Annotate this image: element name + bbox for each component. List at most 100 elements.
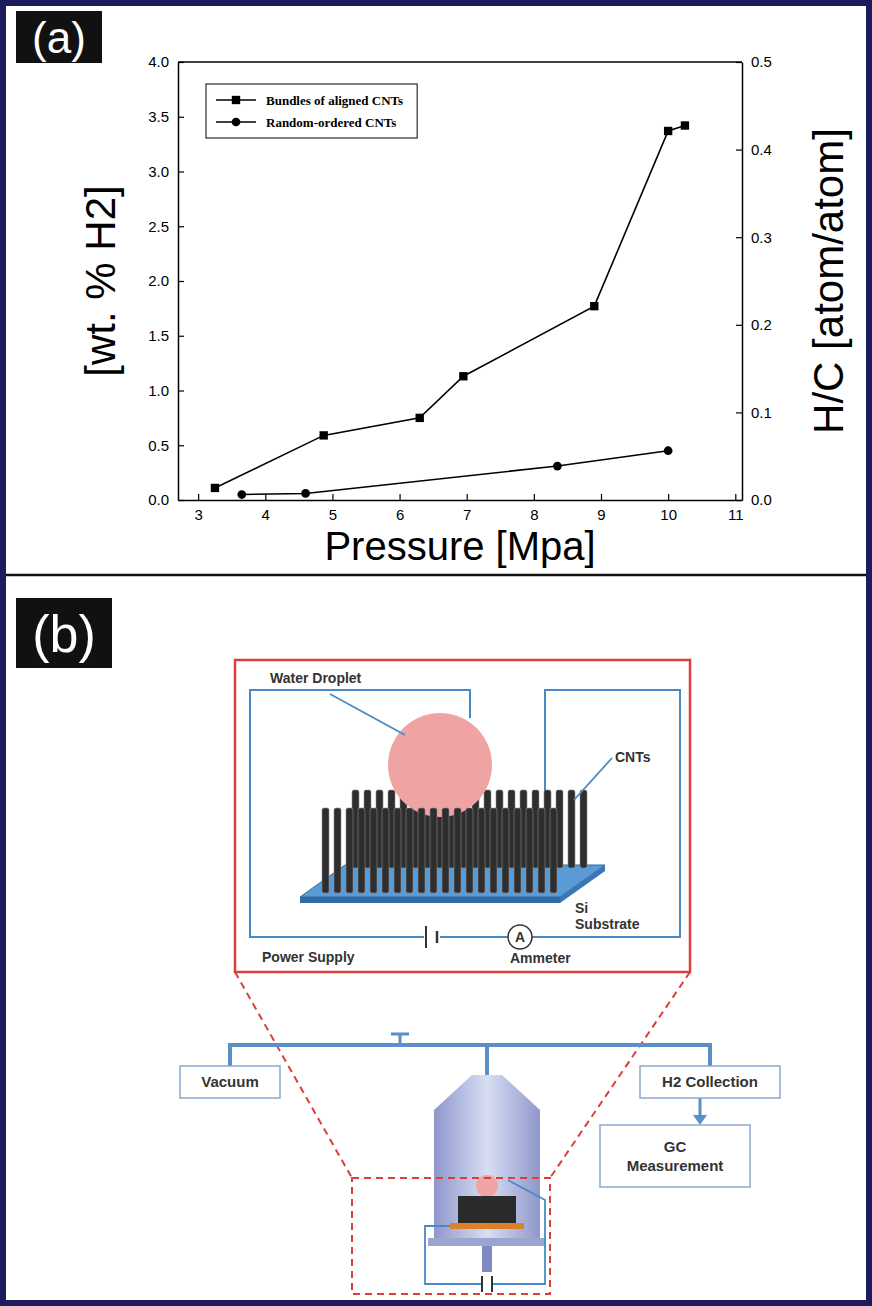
x-tick-label: 4	[262, 506, 270, 523]
x-tick-mark	[467, 494, 468, 500]
vessel-plate	[450, 1223, 524, 1229]
x-tick-mark	[601, 494, 602, 500]
x-tick-label: 6	[396, 506, 404, 523]
x-tick: 9	[597, 494, 605, 523]
figure-border	[3, 3, 869, 1303]
y2-tick-label: 0.5	[751, 53, 772, 70]
legend-label: Random-ordered CNTs	[266, 115, 396, 130]
x-tick-mark	[668, 494, 669, 500]
inset-box	[235, 660, 690, 972]
circuit-wire	[250, 690, 680, 937]
x-tick: 11	[728, 494, 744, 523]
legend: Bundles of aligned CNTs Random-ordered CN…	[206, 84, 417, 138]
y-tick-mark	[178, 281, 184, 282]
battery-plate	[436, 931, 439, 943]
ammeter-symbol	[508, 925, 532, 949]
y2-tick-label: 0.4	[751, 141, 772, 158]
x-tick: 3	[194, 494, 202, 523]
nanotube	[406, 808, 413, 893]
y-axis-title: [wt. % H2]	[77, 185, 124, 376]
y-tick-mark	[178, 117, 184, 118]
nanotube	[580, 790, 587, 868]
y-tick: 0.0	[148, 491, 184, 508]
nanotube	[538, 808, 545, 893]
panel-label-text: (a)	[32, 13, 86, 62]
x-tick-label: 7	[463, 506, 471, 523]
y-tick-label: 1.5	[148, 327, 169, 344]
data-point	[301, 489, 310, 498]
y-tick: 2.5	[148, 218, 184, 235]
legend-marker	[232, 96, 240, 104]
flow-arrowhead	[693, 1115, 707, 1125]
y-tick-label: 3.5	[148, 108, 169, 125]
data-point	[237, 490, 246, 499]
y2-axis-title: H/C [atom/atom]	[805, 128, 852, 434]
y2-tick-label: 0.3	[751, 229, 772, 246]
legend-box	[206, 84, 417, 138]
nanotube	[430, 808, 437, 893]
y-tick: 1.0	[148, 382, 184, 399]
y-tick: 3.5	[148, 108, 184, 125]
zoom-box	[352, 1178, 550, 1294]
y-tick-mark	[178, 62, 184, 63]
data-point	[553, 462, 562, 471]
nanotube	[490, 808, 497, 893]
vessel-base	[428, 1238, 546, 1246]
series-line	[242, 451, 668, 495]
x-tick-mark	[399, 494, 400, 500]
inset: AWater DropletCNTsSiSubstratePower Suppl…	[235, 660, 690, 972]
battery-plate	[425, 926, 427, 948]
series	[211, 121, 689, 492]
substrate-side	[560, 865, 605, 903]
x-tick: 4	[262, 494, 270, 523]
y2-tick-label: 0.1	[751, 404, 772, 421]
x-axis: 3 4 5 6 7 8 9 10 11	[179, 494, 744, 523]
data-point	[664, 446, 673, 455]
diagram-label: Power Supply	[262, 949, 355, 965]
process-box	[600, 1125, 750, 1187]
x-axis-line	[179, 500, 743, 502]
x-tick-mark	[735, 494, 736, 500]
x-tick-label: 10	[660, 506, 677, 523]
y2-tick: 0.1	[736, 404, 772, 421]
legend-label: Bundles of aligned CNTs	[266, 93, 403, 108]
nanotube	[418, 808, 425, 893]
x-tick: 8	[530, 494, 538, 523]
panel-label-text: (b)	[32, 605, 96, 663]
valve	[391, 1034, 409, 1045]
x-tick-label: 3	[194, 506, 202, 523]
y2-tick-mark	[736, 62, 742, 63]
data-point	[681, 121, 689, 129]
x-tick-label: 8	[530, 506, 538, 523]
diagram-label: Substrate	[575, 916, 640, 932]
plot-area	[211, 121, 689, 499]
x-tick-label: 5	[329, 506, 337, 523]
figure: (a)(b)345678910110.00.51.01.52.02.53.03.…	[0, 0, 872, 1306]
y-tick-label: 2.5	[148, 218, 169, 235]
y2-tick-label: 0.0	[751, 491, 772, 508]
nanotube	[358, 808, 365, 893]
nanotube	[346, 808, 353, 893]
water-droplet	[388, 713, 492, 817]
data-point	[664, 127, 672, 135]
x-tick: 5	[329, 494, 337, 523]
y-tick-label: 1.0	[148, 382, 169, 399]
y-tick-mark	[178, 171, 184, 172]
data-point	[590, 302, 598, 310]
y2-tick-mark	[736, 412, 742, 413]
nanotube	[442, 808, 449, 893]
y2-tick: 0.5	[736, 53, 772, 70]
diagram-label: Si	[575, 900, 588, 916]
y-tick: 4.0	[148, 53, 184, 70]
x-tick-mark	[332, 494, 333, 500]
y2-tick-mark	[736, 150, 742, 151]
x-tick-mark	[534, 494, 535, 500]
y2-tick-mark	[736, 500, 742, 501]
x-axis-title: Pressure [Mpa]	[324, 524, 595, 568]
y-tick-mark	[178, 390, 184, 391]
data-point	[459, 372, 467, 380]
battery-gap	[424, 927, 440, 947]
nanotube	[526, 808, 533, 893]
y2-tick-mark	[736, 325, 742, 326]
y-tick-mark	[178, 226, 184, 227]
